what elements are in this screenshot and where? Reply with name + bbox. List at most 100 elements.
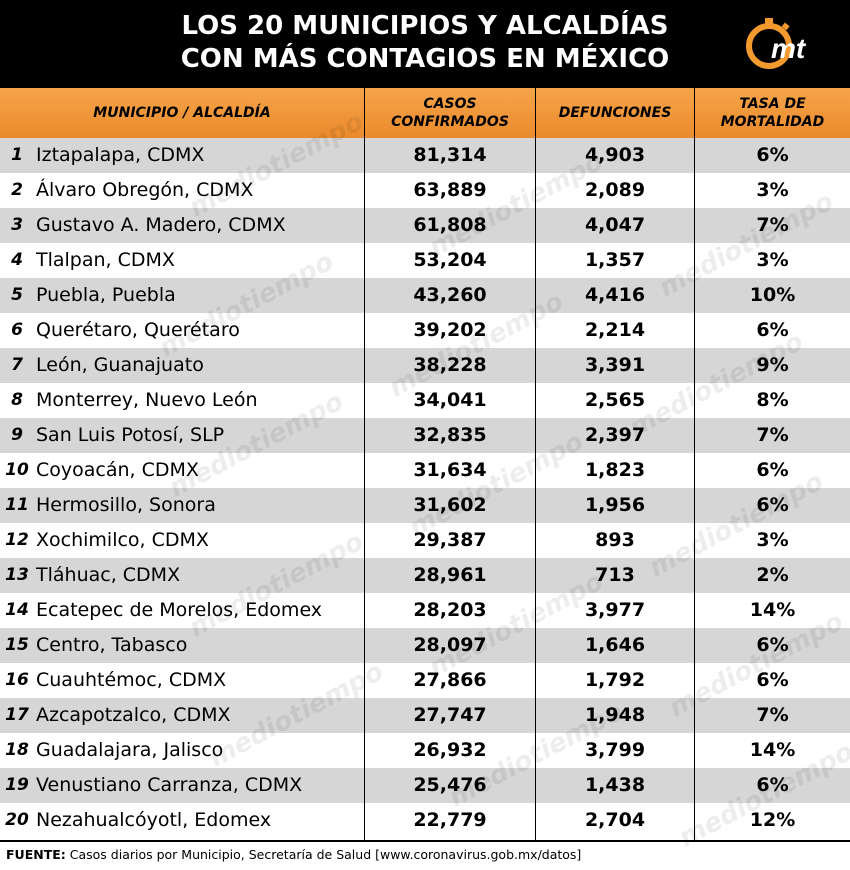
- table-row: 1 Iztapalapa, CDMX 81,314 4,903 6%: [0, 138, 850, 173]
- table-row: 2 Álvaro Obregón, CDMX 63,889 2,089 3%: [0, 173, 850, 208]
- cases-value: 28,203: [413, 599, 487, 621]
- logo-text: mt: [771, 33, 807, 64]
- rate-value: 3%: [756, 529, 789, 551]
- table-row: 5 Puebla, Puebla 43,260 4,416 10%: [0, 278, 850, 313]
- municipio-name: Ecatepec de Morelos, Edomex: [36, 599, 323, 621]
- cases-value: 29,387: [413, 529, 487, 551]
- deaths-value: 1,823: [584, 459, 646, 481]
- rate-value: 3%: [756, 179, 789, 201]
- deaths-value: 1,646: [584, 634, 646, 656]
- cases-value: 25,476: [413, 774, 487, 796]
- rate-value: 6%: [756, 459, 789, 481]
- cases-value: 34,041: [413, 389, 487, 411]
- table-row: 3 Gustavo A. Madero, CDMX 61,808 4,047 7%: [0, 208, 850, 243]
- page-title: LOS 20 MUNICIPIOS Y ALCALDÍAS CON MÁS CO…: [150, 10, 700, 76]
- municipio-name: Tláhuac, CDMX: [36, 564, 181, 586]
- municipio-name: Xochimilco, CDMX: [36, 529, 209, 551]
- row-number: 2: [11, 180, 23, 200]
- row-number: 4: [11, 250, 23, 270]
- row-number: 3: [11, 215, 23, 235]
- deaths-value: 2,214: [584, 319, 646, 341]
- cases-value: 61,808: [413, 214, 487, 236]
- deaths-value: 2,089: [584, 179, 646, 201]
- footer-text: Casos diarios por Municipio, Secretaría …: [69, 847, 582, 862]
- deaths-value: 1,956: [584, 494, 646, 516]
- column-divider: [694, 88, 695, 840]
- table-body: 1 Iztapalapa, CDMX 81,314 4,903 6% 2 Álvaro Ob…: [0, 138, 850, 838]
- column-divider: [535, 88, 536, 840]
- deaths-value: 1,438: [584, 774, 646, 796]
- rate-value: 12%: [749, 809, 796, 831]
- table-row: 6 Querétaro, Querétaro 39,202 2,214 6%: [0, 313, 850, 348]
- table-row: 17 Azcapotzalco, CDMX 27,747 1,948 7%: [0, 698, 850, 733]
- deaths-value: 3,799: [584, 739, 646, 761]
- rate-value: 6%: [756, 669, 789, 691]
- table-row: 16 Cuauhtémoc, CDMX 27,866 1,792 6%: [0, 663, 850, 698]
- table-row: 7 León, Guanajuato 38,228 3,391 9%: [0, 348, 850, 383]
- municipio-name: Puebla, Puebla: [36, 284, 176, 306]
- title-line-2: CON MÁS CONTAGIOS EN MÉXICO: [180, 44, 670, 74]
- table-row: 10 Coyoacán, CDMX 31,634 1,823 6%: [0, 453, 850, 488]
- cases-value: 27,747: [413, 704, 487, 726]
- deaths-value: 4,903: [584, 144, 646, 166]
- deaths-value: 2,704: [584, 809, 646, 831]
- municipio-name: León, Guanajuato: [36, 354, 204, 376]
- deaths-value: 2,565: [584, 389, 646, 411]
- municipio-name: Cuauhtémoc, CDMX: [36, 669, 227, 691]
- municipio-name: San Luis Potosí, SLP: [36, 424, 225, 446]
- rate-value: 14%: [749, 739, 796, 761]
- municipio-name: Tlalpan, CDMX: [36, 249, 175, 271]
- deaths-value: 4,416: [584, 284, 646, 306]
- cases-value: 22,779: [413, 809, 487, 831]
- municipio-name: Querétaro, Querétaro: [36, 319, 240, 341]
- deaths-value: 1,357: [584, 249, 646, 271]
- cases-value: 63,889: [413, 179, 487, 201]
- table-row: 15 Centro, Tabasco 28,097 1,646 6%: [0, 628, 850, 663]
- title-line-1: LOS 20 MUNICIPIOS Y ALCALDÍAS: [181, 11, 669, 41]
- municipio-name: Gustavo A. Madero, CDMX: [36, 214, 286, 236]
- municipio-name: Hermosillo, Sonora: [36, 494, 216, 516]
- cases-value: 38,228: [413, 354, 487, 376]
- column-divider: [364, 88, 365, 840]
- source-footer: FUENTE: Casos diarios por Municipio, Sec…: [6, 847, 846, 862]
- cases-value: 26,932: [413, 739, 487, 761]
- rate-value: 8%: [756, 389, 789, 411]
- row-number: 10: [5, 460, 29, 480]
- table-row: 4 Tlalpan, CDMX 53,204 1,357 3%: [0, 243, 850, 278]
- deaths-value: 3,391: [584, 354, 646, 376]
- row-number: 5: [11, 285, 23, 305]
- table-row: 11 Hermosillo, Sonora 31,602 1,956 6%: [0, 488, 850, 523]
- rate-value: 10%: [749, 284, 796, 306]
- deaths-value: 1,948: [584, 704, 646, 726]
- rate-value: 3%: [756, 249, 789, 271]
- row-number: 16: [5, 670, 29, 690]
- row-number: 19: [5, 775, 29, 795]
- rate-value: 7%: [756, 214, 789, 236]
- rate-value: 7%: [756, 704, 789, 726]
- rate-value: 6%: [756, 774, 789, 796]
- row-number: 7: [11, 355, 23, 375]
- municipio-name: Álvaro Obregón, CDMX: [36, 179, 254, 201]
- table-row: 20 Nezahualcóyotl, Edomex 22,779 2,704 12%: [0, 803, 850, 838]
- deaths-value: 2,397: [584, 424, 646, 446]
- footer-label: FUENTE:: [6, 847, 66, 862]
- rate-value: 6%: [756, 634, 789, 656]
- header-tasa: TASA DE MORTALIDAD: [720, 96, 825, 130]
- rate-value: 14%: [749, 599, 796, 621]
- row-number: 12: [5, 530, 29, 550]
- deaths-value: 3,977: [584, 599, 646, 621]
- rate-value: 6%: [756, 144, 789, 166]
- row-number: 1: [11, 145, 23, 165]
- cases-value: 28,961: [413, 564, 487, 586]
- municipio-name: Iztapalapa, CDMX: [36, 144, 205, 166]
- municipio-name: Azcapotzalco, CDMX: [36, 704, 231, 726]
- table-row: 8 Monterrey, Nuevo León 34,041 2,565 8%: [0, 383, 850, 418]
- table-row: 13 Tláhuac, CDMX 28,961 713 2%: [0, 558, 850, 593]
- rate-value: 6%: [756, 494, 789, 516]
- deaths-value: 713: [595, 564, 635, 586]
- cases-value: 39,202: [413, 319, 487, 341]
- deaths-value: 4,047: [584, 214, 646, 236]
- rate-value: 9%: [756, 354, 789, 376]
- cases-value: 31,602: [413, 494, 487, 516]
- cases-value: 43,260: [413, 284, 487, 306]
